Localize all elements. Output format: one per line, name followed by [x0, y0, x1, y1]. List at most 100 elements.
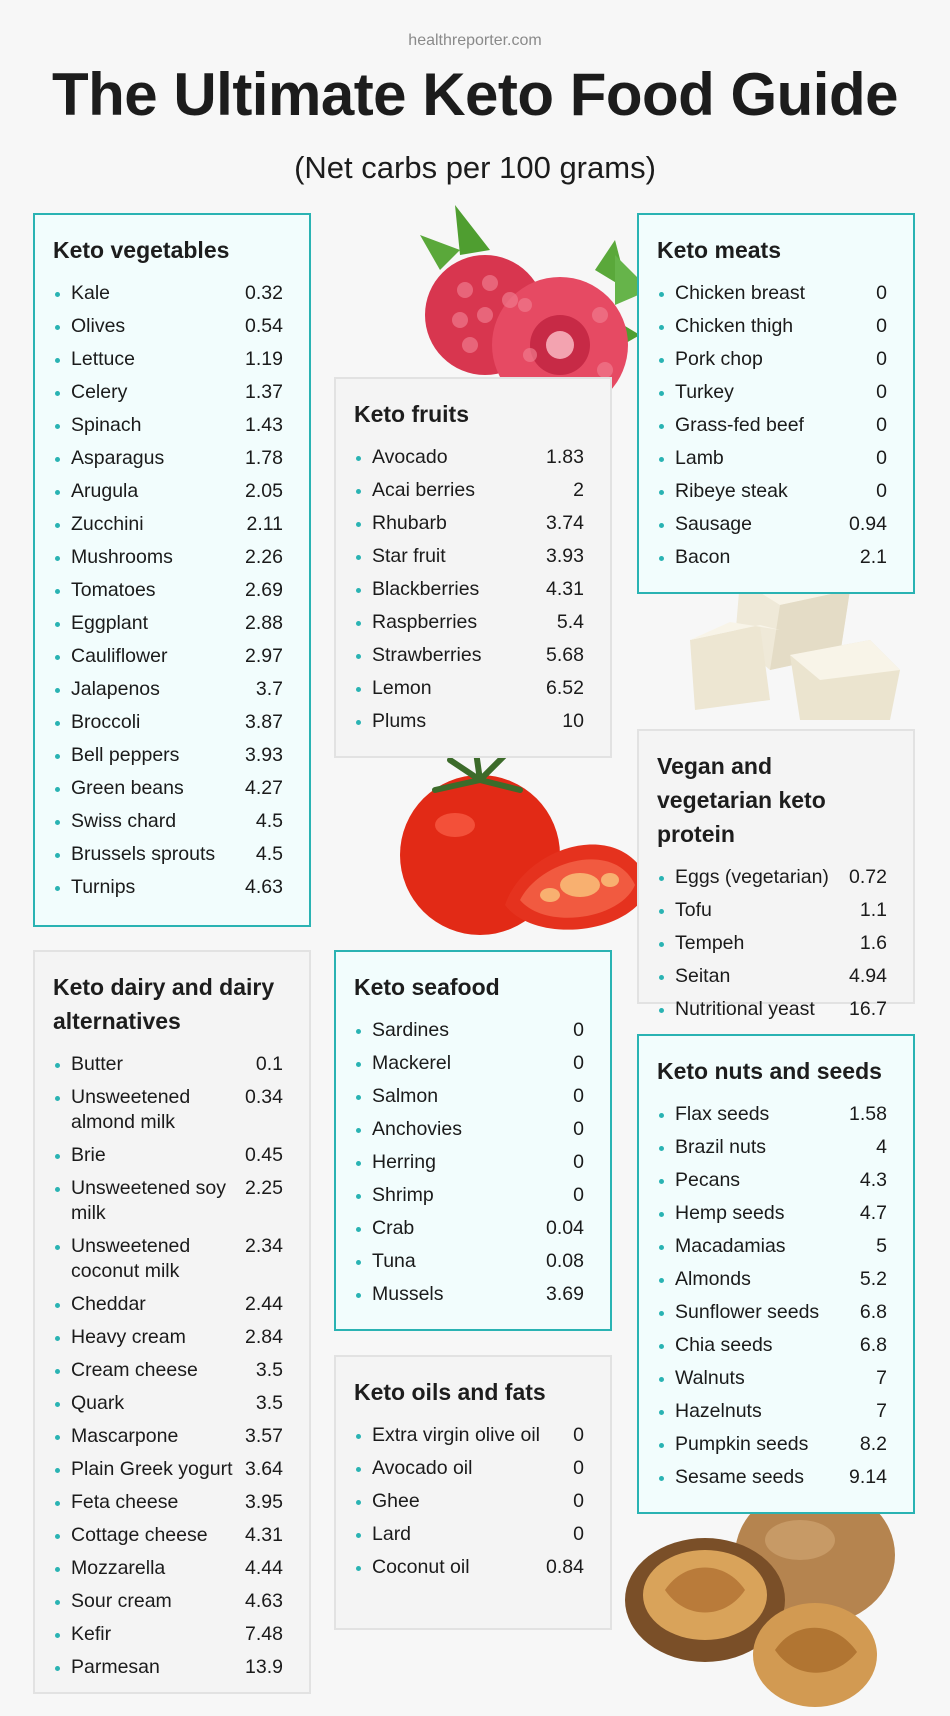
net-carbs-value: 2.34 [245, 1235, 283, 1257]
food-name: Mushrooms [71, 546, 173, 568]
food-item: Tomatoes 2.69 [53, 578, 283, 603]
net-carbs-value: 2.11 [246, 513, 283, 535]
food-name: Bacon [675, 546, 731, 568]
food-item: Asparagus 1.78 [53, 446, 283, 471]
food-item: Lettuce 1.19 [53, 347, 283, 372]
card-seafood: Keto seafood Sardines 0 Mackerel 0 Salmon 0 An… [334, 950, 612, 1331]
net-carbs-value: 0.04 [546, 1217, 584, 1239]
food-item: Hemp seeds 4.7 [657, 1201, 887, 1226]
food-name: Bell peppers [71, 744, 180, 766]
food-list: Extra virgin olive oil 0 Avocado oil 0 Ghee 0… [354, 1423, 584, 1580]
food-item: Sunflower seeds 6.8 [657, 1300, 887, 1325]
food-item: Bacon 2.1 [657, 545, 887, 570]
food-item: Mussels 3.69 [354, 1282, 584, 1307]
food-name: Walnuts [675, 1367, 745, 1389]
net-carbs-value: 3.64 [245, 1458, 283, 1480]
food-item: Butter 0.1 [53, 1052, 283, 1077]
food-item: Kale 0.32 [53, 281, 283, 306]
net-carbs-value: 3.5 [255, 1359, 283, 1381]
food-name: Grass-fed beef [675, 414, 804, 436]
food-item: Salmon 0 [354, 1084, 584, 1109]
food-name: Plain Greek yogurt [71, 1458, 233, 1480]
food-name: Lettuce [71, 348, 135, 370]
food-name: Chia seeds [675, 1334, 773, 1356]
food-name: Unsweetened soy milk [71, 1177, 227, 1224]
net-carbs-value: 0.84 [546, 1556, 584, 1578]
food-item: Zucchini 2.11 [53, 512, 283, 537]
food-name: Mackerel [372, 1052, 452, 1074]
food-name: Anchovies [372, 1118, 462, 1140]
net-carbs-value: 0 [573, 1151, 584, 1173]
food-name: Celery [71, 381, 128, 403]
food-name: Raspberries [372, 611, 478, 633]
food-name: Chicken breast [675, 282, 806, 304]
food-name: Herring [372, 1151, 436, 1173]
food-item: Coconut oil 0.84 [354, 1555, 584, 1580]
net-carbs-value: 0.08 [546, 1250, 584, 1272]
food-list: Chicken breast 0 Chicken thigh 0 Pork chop 0 T… [657, 281, 887, 570]
net-carbs-value: 1.58 [849, 1103, 887, 1125]
net-carbs-value: 3.57 [245, 1425, 283, 1447]
net-carbs-value: 8.2 [859, 1433, 887, 1455]
food-name: Tempeh [675, 932, 745, 954]
food-name: Acai berries [372, 479, 475, 501]
card-title: Keto seafood [354, 974, 500, 1000]
food-name: Star fruit [372, 545, 446, 567]
net-carbs-value: 3.74 [546, 512, 584, 534]
net-carbs-value: 4.5 [255, 810, 283, 832]
net-carbs-value: 0 [573, 1490, 584, 1512]
net-carbs-value: 0.1 [255, 1053, 283, 1075]
net-carbs-value: 4.5 [255, 843, 283, 865]
net-carbs-value: 0 [573, 1118, 584, 1140]
food-item: Ribeye steak 0 [657, 479, 887, 504]
net-carbs-value: 13.9 [245, 1656, 283, 1678]
food-item: Quark 3.5 [53, 1391, 283, 1416]
food-name: Mozzarella [71, 1557, 166, 1579]
net-carbs-value: 5.4 [556, 611, 584, 633]
card-meats: Keto meats Chicken breast 0 Chicken thigh 0… [637, 213, 915, 594]
net-carbs-value: 3.7 [255, 678, 283, 700]
net-carbs-value: 0 [573, 1052, 584, 1074]
food-item: Cottage cheese 4.31 [53, 1523, 283, 1548]
food-name: Brie [71, 1144, 106, 1166]
net-carbs-value: 4.63 [245, 1590, 283, 1612]
food-name: Tofu [675, 899, 712, 921]
food-item: Cream cheese 3.5 [53, 1358, 283, 1383]
net-carbs-value: 1.43 [245, 414, 283, 436]
food-item: Acai berries 2 [354, 478, 584, 503]
net-carbs-value: 2.97 [245, 645, 283, 667]
food-item: Cauliflower 2.97 [53, 644, 283, 669]
food-name: Sunflower seeds [675, 1301, 820, 1323]
food-item: Plums 10 [354, 709, 584, 734]
net-carbs-value: 5.2 [859, 1268, 887, 1290]
net-carbs-value: 1.78 [245, 447, 283, 469]
net-carbs-value: 6.8 [859, 1301, 887, 1323]
food-name: Spinach [71, 414, 142, 436]
food-item: Rhubarb 3.74 [354, 511, 584, 536]
net-carbs-value: 1.83 [546, 446, 584, 468]
net-carbs-value: 5 [876, 1235, 887, 1257]
net-carbs-value: 5.68 [546, 644, 584, 666]
net-carbs-value: 4 [876, 1136, 887, 1158]
food-item: Kefir 7.48 [53, 1622, 283, 1647]
food-item: Avocado oil 0 [354, 1456, 584, 1481]
food-name: Chicken thigh [675, 315, 794, 337]
net-carbs-value: 2.84 [245, 1326, 283, 1348]
food-name: Parmesan [71, 1656, 160, 1678]
food-item: Brazil nuts 4 [657, 1135, 887, 1160]
food-name: Cottage cheese [71, 1524, 208, 1546]
food-item: Eggplant 2.88 [53, 611, 283, 636]
food-item: Pecans 4.3 [657, 1168, 887, 1193]
net-carbs-value: 2.69 [245, 579, 283, 601]
food-name: Eggs (vegetarian) [675, 866, 829, 888]
food-name: Hemp seeds [675, 1202, 785, 1224]
food-name: Kale [71, 282, 111, 304]
food-item: Anchovies 0 [354, 1117, 584, 1142]
food-name: Rhubarb [372, 512, 447, 534]
food-item: Pork chop 0 [657, 347, 887, 372]
net-carbs-value: 0 [573, 1019, 584, 1041]
food-name: Arugula [71, 480, 139, 502]
food-item: Nutritional yeast 16.7 [657, 997, 887, 1022]
food-item: Plain Greek yogurt 3.64 [53, 1457, 283, 1482]
food-item: Celery 1.37 [53, 380, 283, 405]
